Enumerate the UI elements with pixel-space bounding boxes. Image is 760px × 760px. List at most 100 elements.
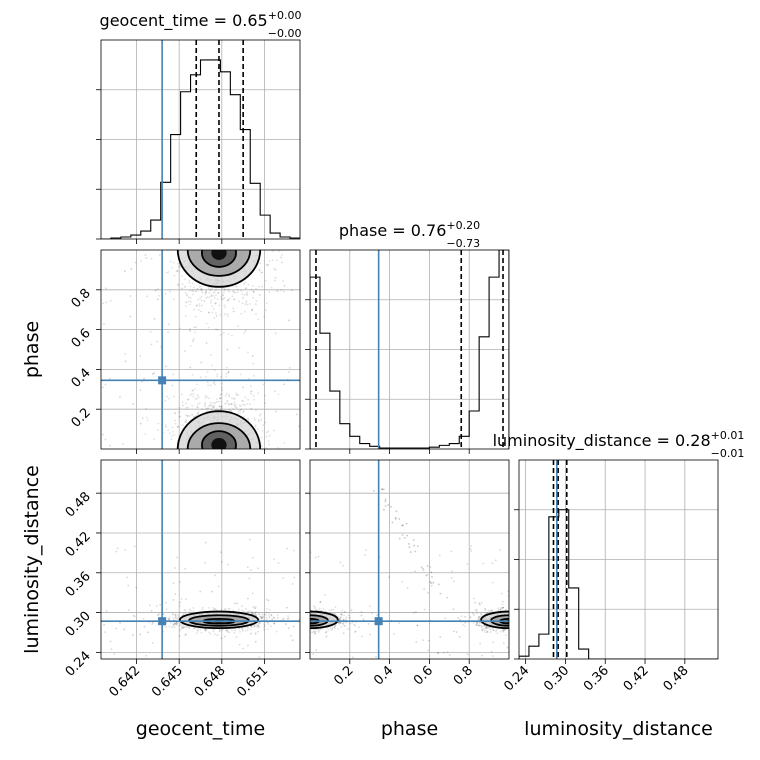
sample-point-outlier bbox=[300, 609, 302, 611]
sample-point bbox=[219, 506, 221, 508]
sample-point-outlier bbox=[156, 298, 159, 301]
sample-point bbox=[307, 614, 309, 616]
sample-point-outlier bbox=[70, 612, 72, 614]
sample-point bbox=[254, 633, 257, 636]
sample-point bbox=[251, 245, 253, 247]
sample-point bbox=[304, 438, 306, 440]
sample-point-outlier bbox=[184, 634, 187, 636]
sample-point-sparse bbox=[273, 429, 276, 432]
sample-point bbox=[176, 269, 179, 272]
sample-point bbox=[273, 622, 276, 625]
sample-point bbox=[210, 229, 212, 231]
sample-point-sparse bbox=[171, 384, 174, 387]
sample-point bbox=[222, 221, 224, 223]
sample-point bbox=[201, 208, 203, 210]
sample-point-outlier bbox=[348, 616, 351, 619]
sample-point-outlier bbox=[203, 299, 206, 302]
sample-point bbox=[284, 625, 286, 627]
sample-point bbox=[182, 626, 185, 629]
sample-point bbox=[512, 626, 514, 628]
sample-point bbox=[201, 608, 204, 611]
sample-point bbox=[254, 425, 257, 428]
sample-point bbox=[216, 373, 219, 376]
sample-point bbox=[171, 613, 174, 615]
sample-point-outlier bbox=[186, 545, 188, 547]
sample-point bbox=[235, 453, 237, 455]
sample-point bbox=[477, 618, 480, 621]
sample-point bbox=[230, 479, 232, 481]
sample-point bbox=[191, 289, 194, 292]
sample-point bbox=[531, 615, 533, 617]
sample-point-sparse bbox=[155, 605, 158, 607]
sample-point bbox=[247, 377, 250, 380]
sample-point bbox=[514, 623, 516, 625]
sample-point bbox=[234, 291, 237, 294]
sample-point-outlier bbox=[269, 598, 271, 600]
sample-point bbox=[255, 626, 258, 628]
sample-point bbox=[191, 488, 193, 490]
sample-point bbox=[307, 615, 309, 617]
sample-point bbox=[218, 405, 221, 408]
sample-point bbox=[510, 615, 512, 617]
sample-point bbox=[257, 242, 259, 244]
sample-point-sparse bbox=[251, 556, 254, 559]
sample-point bbox=[522, 614, 524, 616]
sample-point bbox=[228, 248, 230, 250]
sample-point bbox=[231, 194, 233, 196]
sample-point bbox=[331, 628, 334, 630]
sample-point-outlier bbox=[226, 348, 229, 351]
sample-point bbox=[208, 397, 210, 400]
sample-point bbox=[530, 624, 532, 626]
sample-point bbox=[475, 612, 478, 615]
sample-point bbox=[484, 609, 487, 612]
sample-point bbox=[248, 247, 250, 249]
sample-point bbox=[211, 405, 214, 407]
sample-point bbox=[501, 606, 504, 609]
sample-point bbox=[204, 222, 206, 224]
sample-point bbox=[534, 620, 536, 622]
sample-point bbox=[195, 493, 197, 495]
sample-point bbox=[177, 284, 180, 287]
sample-point bbox=[231, 334, 233, 337]
sample-point bbox=[171, 231, 173, 233]
sample-point-outlier bbox=[283, 383, 286, 386]
sample-point bbox=[514, 619, 516, 621]
sample-point bbox=[533, 619, 535, 621]
sample-point bbox=[206, 471, 208, 473]
sample-point bbox=[264, 402, 267, 405]
sample-point bbox=[535, 619, 537, 621]
sample-point-outlier bbox=[315, 649, 318, 651]
sample-point bbox=[550, 621, 552, 623]
sample-point bbox=[338, 618, 341, 621]
sample-point bbox=[512, 619, 514, 621]
sample-point bbox=[484, 612, 487, 615]
sample-point bbox=[522, 624, 524, 626]
sample-point bbox=[201, 472, 203, 474]
sample-point bbox=[509, 624, 511, 626]
sample-point-sparse bbox=[144, 254, 147, 256]
sample-point-outlier bbox=[252, 604, 254, 606]
sample-point bbox=[251, 212, 253, 214]
sample-point bbox=[238, 300, 241, 303]
sample-point-outlier bbox=[64, 407, 66, 409]
sample-point-outlier bbox=[224, 488, 226, 490]
panel-title-luminosity_distance: luminosity_distance = 0.28+0.01 bbox=[493, 429, 745, 451]
sample-point bbox=[234, 239, 236, 241]
sample-point bbox=[511, 624, 513, 626]
sample-point bbox=[295, 614, 297, 616]
sample-point bbox=[170, 438, 173, 441]
sample-point bbox=[480, 612, 483, 615]
sample-point bbox=[182, 612, 185, 615]
sample-point bbox=[535, 626, 537, 628]
sample-point bbox=[198, 402, 201, 405]
sample-point bbox=[223, 488, 225, 490]
sample-point bbox=[297, 626, 299, 628]
sample-point bbox=[249, 220, 251, 222]
sample-point bbox=[230, 478, 232, 480]
sample-point bbox=[230, 236, 232, 238]
sample-point bbox=[181, 393, 183, 396]
sample-point bbox=[306, 617, 308, 619]
sample-point bbox=[280, 623, 282, 625]
sample-point bbox=[164, 423, 167, 426]
sample-point bbox=[475, 608, 478, 611]
